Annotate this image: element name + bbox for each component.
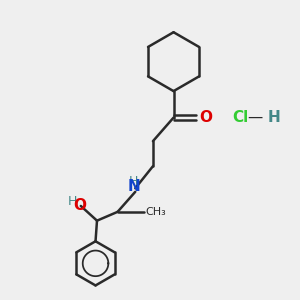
Text: O: O	[199, 110, 212, 125]
Text: O: O	[73, 198, 86, 213]
Text: H: H	[129, 175, 139, 188]
Text: Cl: Cl	[232, 110, 249, 125]
Text: H: H	[268, 110, 280, 125]
Text: H: H	[68, 195, 77, 208]
Text: —: —	[247, 110, 262, 125]
Text: N: N	[128, 179, 140, 194]
Text: CH₃: CH₃	[146, 207, 166, 217]
